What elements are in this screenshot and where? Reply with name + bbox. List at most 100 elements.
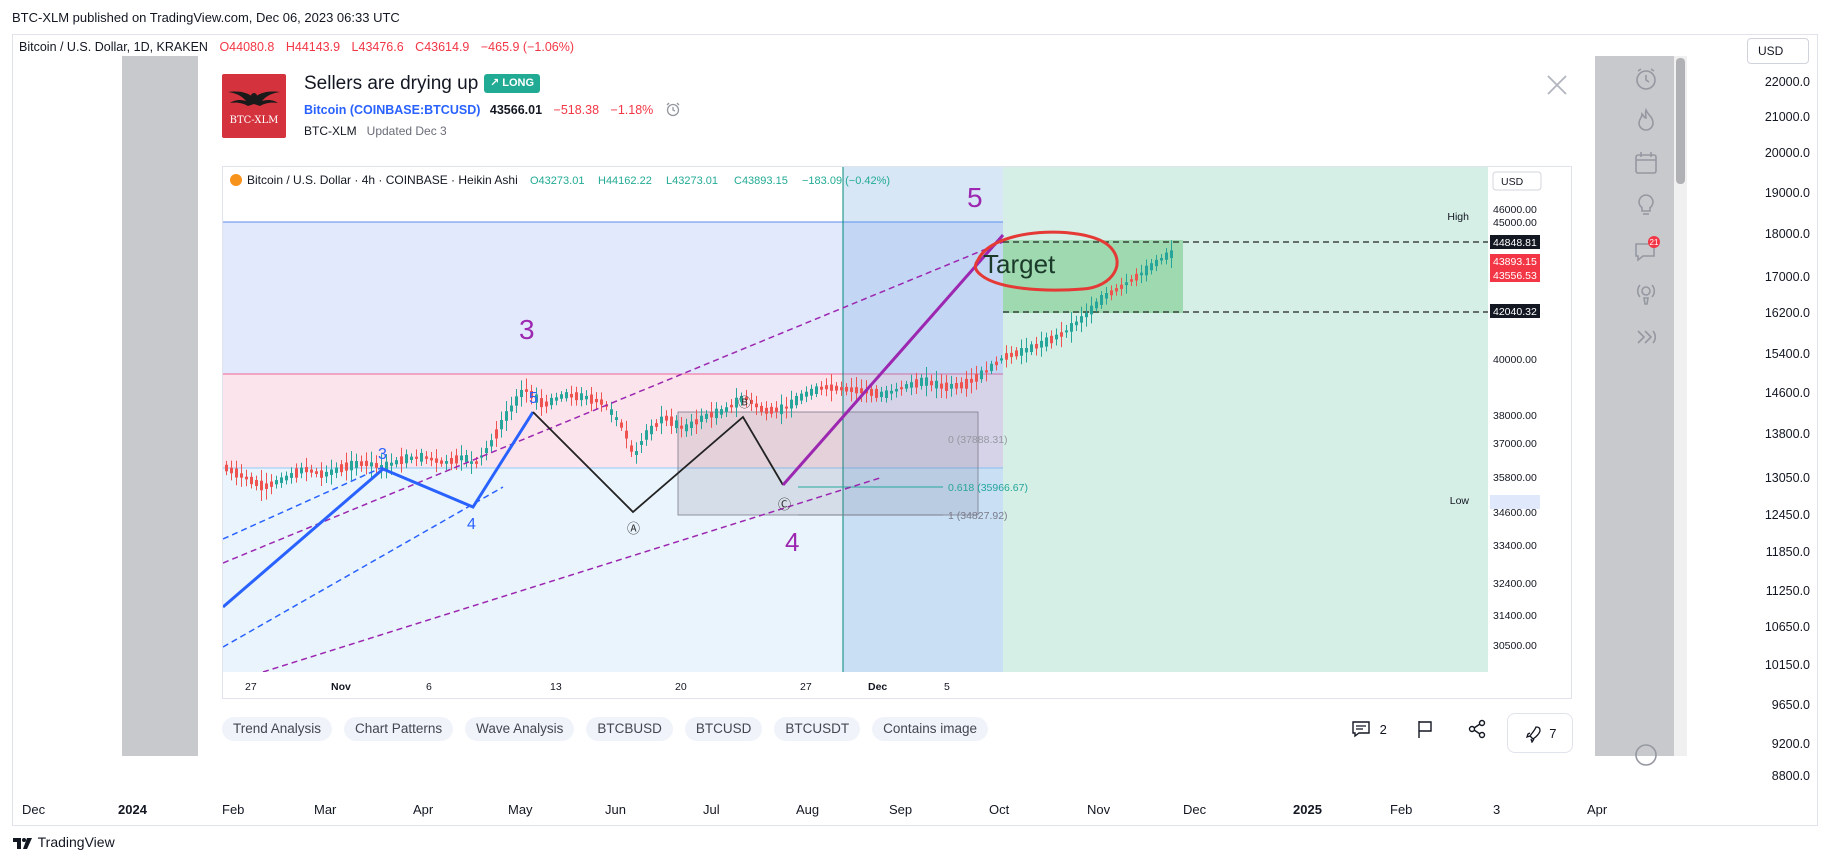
comments-button[interactable]: 2 (1350, 718, 1387, 748)
author-avatar[interactable]: BTC-XLM (222, 74, 286, 138)
main-time-label: Aug (796, 802, 820, 817)
candle (1125, 282, 1128, 286)
candle (870, 388, 873, 396)
candle (970, 378, 973, 383)
candle (540, 398, 543, 408)
low-tag-bg (1490, 495, 1540, 509)
wave-label-b: Ⓑ (738, 395, 751, 410)
candle (420, 452, 423, 462)
candle (915, 379, 918, 388)
tag-chip[interactable]: Wave Analysis (465, 717, 575, 741)
candle (405, 454, 408, 464)
candle (745, 396, 748, 401)
candle (770, 406, 773, 414)
share-button[interactable] (1466, 718, 1488, 748)
candle (760, 405, 763, 412)
inner-time-labels: 27 Nov 6 13 20 27 Dec 5 (245, 681, 950, 693)
main-price-label: 14600.0 (1764, 386, 1810, 400)
main-time-label: 3 (1493, 802, 1501, 817)
main-time-label: Oct (989, 802, 1010, 817)
symbol-link[interactable]: Bitcoin (COINBASE:BTCUSD) (304, 103, 480, 117)
zone-projection (843, 167, 1003, 672)
abc-wave (532, 411, 784, 514)
tag-chip[interactable]: Contains image (872, 717, 988, 741)
candle (940, 383, 943, 389)
fire-icon[interactable] (1631, 106, 1661, 136)
main-legend-low: L43476.6 (351, 40, 404, 54)
candle (685, 424, 688, 432)
streams-icon[interactable] (1631, 278, 1661, 308)
candle (260, 480, 263, 491)
inner-price-label: 32400.00 (1493, 578, 1537, 590)
candle (430, 457, 433, 461)
dim-overlay-left[interactable] (122, 56, 198, 756)
candle (1075, 321, 1078, 326)
svg-text:21: 21 (1650, 238, 1659, 247)
main-time-label: Apr (413, 802, 434, 817)
calendar-icon[interactable] (1631, 148, 1661, 178)
main-price-label: 22000.0 (1764, 75, 1810, 89)
candle (565, 392, 568, 399)
candle (1050, 335, 1053, 344)
tag-chip[interactable]: Trend Analysis (222, 717, 333, 741)
candle (1070, 323, 1073, 332)
main-price-label: 12450.0 (1764, 508, 1810, 522)
candle (1100, 295, 1103, 305)
tag-chip[interactable]: Chart Patterns (344, 717, 454, 741)
tradingview-brand[interactable]: TradingView (12, 834, 115, 850)
wave-label-small-4: 4 (467, 516, 476, 533)
chat-icon[interactable]: 21 (1631, 236, 1661, 266)
candle (600, 399, 603, 405)
idea-title[interactable]: Sellers are drying up (304, 73, 479, 94)
candle (510, 405, 513, 412)
price-tag-bg (1490, 235, 1540, 249)
candle (860, 388, 863, 394)
main-time-label: Apr (1587, 802, 1608, 817)
inner-time-label: Dec (868, 681, 887, 693)
candle (730, 404, 733, 408)
candle (775, 407, 778, 413)
alarm-clock-icon[interactable] (1631, 64, 1661, 94)
candle (985, 370, 988, 373)
play-icon[interactable] (1631, 322, 1661, 352)
candle (445, 461, 448, 464)
inner-price-label: 45000.00 (1493, 217, 1537, 229)
candle (810, 388, 813, 396)
candle (835, 385, 838, 391)
scrollbar-thumb[interactable] (1676, 58, 1685, 184)
candle (630, 445, 633, 452)
inner-time-label: 27 (800, 681, 812, 693)
main-legend-close: C43614.9 (415, 40, 470, 54)
main-legend-open: O44080.8 (219, 40, 275, 54)
alert-clock-icon[interactable] (665, 101, 681, 120)
inner-currency-button[interactable] (1492, 171, 1542, 191)
candle (390, 462, 393, 466)
currency-button[interactable]: USD (1747, 38, 1809, 64)
main-legend-high: H44143.9 (285, 40, 341, 54)
author-name[interactable]: BTC-XLM (304, 124, 357, 138)
main-price-label: 10150.0 (1764, 658, 1810, 672)
tag-chip[interactable]: BTCBUSD (586, 717, 673, 741)
range-box (677, 411, 979, 516)
candle (1150, 263, 1153, 271)
idea-chart[interactable]: Target 3 4 5 3 4 5 Ⓐ Ⓑ Ⓒ 0 (37888.31) 0.… (222, 166, 1572, 699)
boost-button[interactable]: 7 (1507, 713, 1573, 753)
candle (300, 467, 303, 474)
candle (715, 408, 718, 419)
candles (225, 240, 1173, 502)
scrollbar-track[interactable] (1674, 56, 1687, 756)
idea-chart-svg[interactable]: Target 3 4 5 3 4 5 Ⓐ Ⓑ Ⓒ 0 (37888.31) 0.… (223, 167, 1572, 699)
inner-time-scale[interactable] (223, 672, 1572, 699)
candle (560, 394, 563, 399)
lightbulb-icon[interactable] (1631, 190, 1661, 220)
blue-channel-lower (223, 486, 504, 648)
inner-currency-label: USD (1501, 176, 1524, 188)
close-icon[interactable] (1546, 74, 1568, 96)
help-icon[interactable] (1631, 740, 1661, 770)
chart-frame (12, 34, 1818, 826)
tag-chip[interactable]: BTCUSD (684, 717, 763, 741)
main-price-label: 20000.0 (1764, 146, 1810, 160)
tag-chip[interactable]: BTCUSDT (774, 717, 861, 741)
flag-button[interactable] (1414, 718, 1436, 748)
candle (945, 382, 948, 391)
